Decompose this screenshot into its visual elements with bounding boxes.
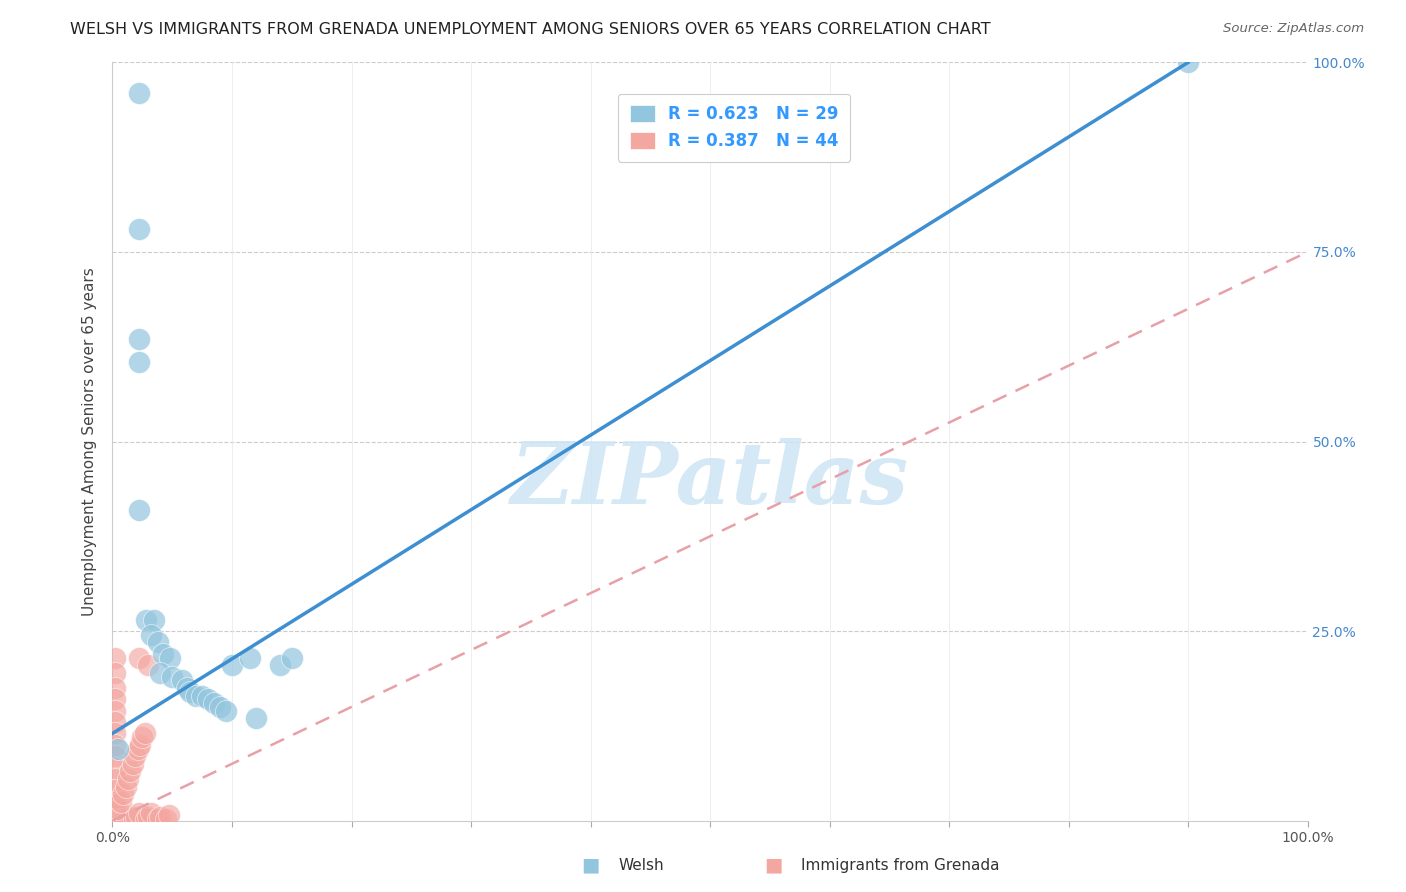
Point: [149, 810, 172, 824]
Point: [120, 764, 142, 779]
Point: [124, 749, 146, 764]
Point: [202, 696, 225, 710]
Point: [122, 812, 145, 826]
Point: [186, 689, 208, 703]
Point: [114, 812, 135, 826]
Point: [138, 810, 160, 824]
Point: [215, 704, 238, 718]
Point: [135, 812, 157, 826]
Point: [108, 812, 131, 826]
Point: [162, 669, 183, 683]
Text: WELSH VS IMMIGRANTS FROM GRENADA UNEMPLOYMENT AMONG SENIORS OVER 65 YEARS CORREL: WELSH VS IMMIGRANTS FROM GRENADA UNEMPLO…: [70, 22, 991, 37]
Point: [209, 699, 232, 714]
Point: [138, 658, 160, 673]
Text: Immigrants from Grenada: Immigrants from Grenada: [801, 858, 1000, 872]
Point: [146, 812, 169, 826]
Point: [239, 650, 262, 665]
Point: [114, 780, 136, 794]
Point: [170, 673, 193, 688]
Point: [107, 741, 129, 756]
Point: [105, 812, 128, 826]
Y-axis label: Unemployment Among Seniors over 65 years: Unemployment Among Seniors over 65 years: [82, 268, 97, 615]
Point: [104, 812, 127, 826]
Text: ■: ■: [581, 855, 600, 875]
Point: [128, 806, 150, 821]
Point: [131, 730, 153, 744]
Point: [125, 810, 148, 824]
Point: [104, 738, 127, 752]
Point: [104, 692, 127, 706]
Text: ZIPatlas: ZIPatlas: [510, 438, 910, 521]
Point: [149, 665, 172, 680]
Point: [104, 805, 127, 819]
Point: [104, 665, 127, 680]
Point: [128, 222, 150, 236]
Point: [269, 658, 291, 673]
Point: [191, 689, 214, 703]
Point: [155, 812, 177, 826]
Point: [129, 738, 152, 752]
Point: [221, 658, 243, 673]
Point: [159, 650, 181, 665]
Point: [245, 711, 267, 725]
Point: [117, 772, 139, 786]
Point: [107, 802, 129, 816]
Point: [104, 650, 127, 665]
Point: [104, 772, 127, 786]
Text: Source: ZipAtlas.com: Source: ZipAtlas.com: [1223, 22, 1364, 36]
Text: ■: ■: [763, 855, 783, 875]
Point: [135, 613, 157, 627]
Point: [1177, 55, 1199, 70]
Legend: R = 0.623   N = 29, R = 0.387   N = 44: R = 0.623 N = 29, R = 0.387 N = 44: [617, 94, 851, 161]
Point: [281, 650, 304, 665]
Point: [128, 355, 150, 369]
Point: [104, 749, 127, 764]
Point: [128, 650, 150, 665]
Point: [115, 812, 138, 826]
Point: [128, 503, 150, 517]
Point: [139, 628, 162, 642]
Point: [134, 726, 156, 740]
Point: [104, 760, 127, 774]
Point: [139, 806, 162, 821]
Point: [104, 704, 127, 718]
Text: Welsh: Welsh: [619, 858, 664, 872]
Point: [104, 795, 127, 809]
Point: [127, 741, 149, 756]
Point: [104, 715, 127, 730]
Point: [157, 807, 180, 822]
Point: [128, 86, 150, 100]
Point: [128, 332, 150, 346]
Point: [176, 681, 198, 695]
Point: [104, 783, 127, 797]
Point: [112, 787, 135, 801]
Point: [111, 812, 134, 826]
Point: [152, 647, 174, 661]
Point: [146, 635, 169, 649]
Point: [121, 756, 143, 771]
Point: [197, 692, 219, 706]
Point: [104, 726, 127, 740]
Point: [110, 795, 132, 809]
Point: [104, 681, 127, 695]
Point: [143, 613, 166, 627]
Point: [179, 685, 201, 699]
